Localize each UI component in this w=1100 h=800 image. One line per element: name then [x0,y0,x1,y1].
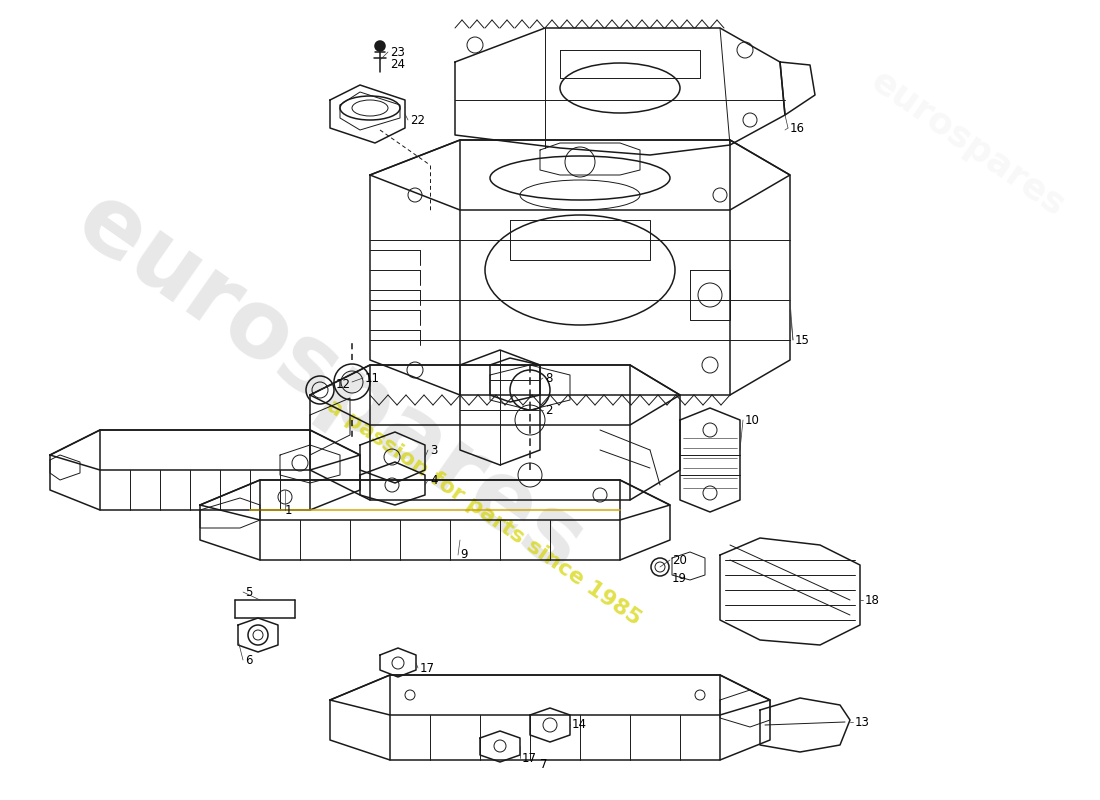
Text: 9: 9 [460,549,467,562]
Text: 24: 24 [390,58,405,71]
Text: 23: 23 [390,46,405,58]
Text: 20: 20 [672,554,686,566]
Text: 6: 6 [245,654,253,666]
Text: 4: 4 [430,474,438,486]
Text: 16: 16 [790,122,805,134]
Text: 5: 5 [245,586,252,598]
Text: 14: 14 [572,718,587,730]
Circle shape [375,41,385,51]
Text: eurospares: eurospares [59,175,601,593]
Text: 22: 22 [410,114,425,126]
Text: 8: 8 [544,371,552,385]
Text: 12: 12 [336,378,351,390]
Text: 17: 17 [522,751,537,765]
Text: 17: 17 [420,662,434,674]
Text: 11: 11 [365,371,380,385]
Text: 15: 15 [795,334,810,346]
Text: 13: 13 [855,715,870,729]
Text: 18: 18 [865,594,880,606]
Text: 10: 10 [745,414,760,426]
Text: 2: 2 [544,403,552,417]
Text: 7: 7 [540,758,548,771]
Text: 19: 19 [672,571,688,585]
Text: a passion for parts since 1985: a passion for parts since 1985 [323,395,645,629]
Text: eurospares: eurospares [865,65,1071,223]
Text: 1: 1 [285,503,293,517]
Text: 3: 3 [430,443,438,457]
